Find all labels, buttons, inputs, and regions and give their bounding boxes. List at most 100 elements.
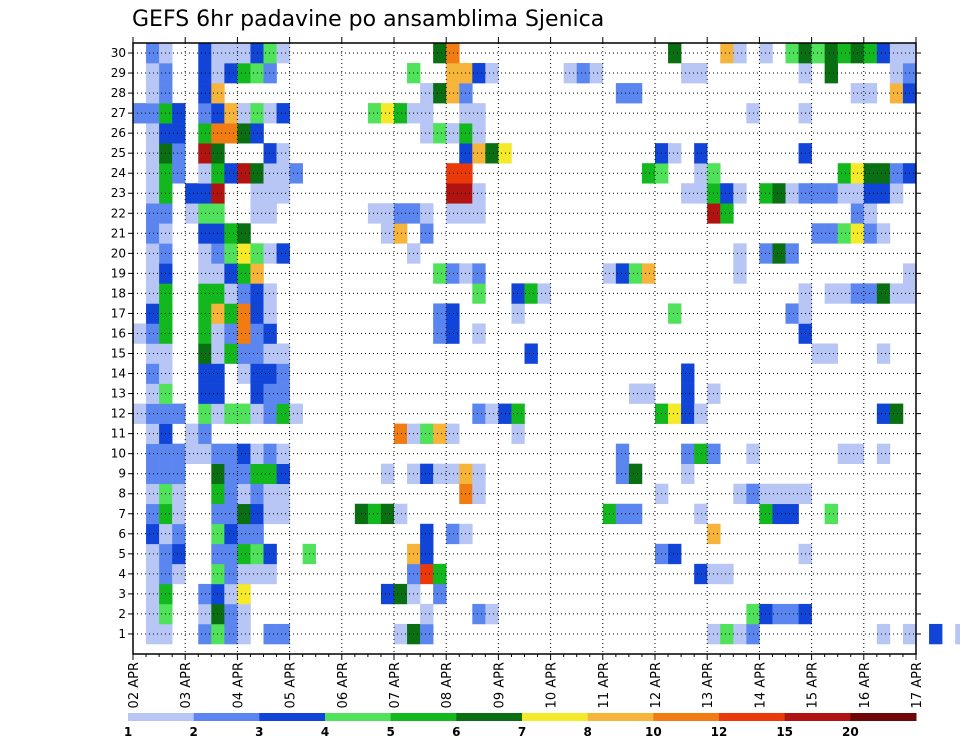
- heatmap-cell: [511, 423, 525, 444]
- y-tick-label: 29: [111, 66, 126, 80]
- heatmap-cell: [772, 603, 786, 625]
- x-tick-label: 15 APR: [806, 662, 821, 708]
- heatmap-cell: [446, 423, 460, 444]
- colorbar-label: 20: [842, 725, 859, 739]
- y-tick-label: 11: [111, 427, 126, 441]
- heatmap-cell: [811, 43, 825, 64]
- heatmap-cell: [198, 343, 212, 364]
- y-tick-label: 25: [111, 146, 126, 160]
- heatmap-cell: [198, 603, 212, 625]
- heatmap-cell: [863, 43, 878, 64]
- heatmap-cell: [224, 503, 238, 525]
- heatmap-cell: [172, 103, 186, 124]
- heatmap-cell: [628, 263, 643, 284]
- heatmap-cell: [237, 263, 251, 284]
- heatmap-cell: [237, 243, 251, 264]
- heatmap-cell: [668, 403, 682, 424]
- heatmap-cell: [224, 403, 238, 424]
- heatmap-cell: [889, 63, 904, 84]
- heatmap-cell: [276, 403, 290, 424]
- heatmap-cell: [263, 103, 277, 124]
- heatmap-cell: [889, 283, 904, 304]
- colorbar-swatch: [653, 713, 720, 721]
- heatmap-cell: [472, 263, 486, 284]
- heatmap-cell: [589, 63, 604, 84]
- heatmap-cell: [811, 343, 825, 364]
- colorbar-label: 4: [321, 725, 329, 739]
- heatmap-cell: [224, 463, 238, 485]
- heatmap-cell: [237, 543, 251, 565]
- heatmap-cell: [367, 103, 382, 124]
- heatmap-cell: [237, 603, 251, 625]
- heatmap-cell: [198, 423, 212, 444]
- heatmap-cell: [720, 43, 734, 64]
- heatmap-cell: [420, 523, 434, 545]
- heatmap-cell: [224, 243, 238, 264]
- heatmap-cell: [863, 203, 878, 224]
- heatmap-cell: [472, 323, 486, 344]
- y-tick-label: 12: [111, 407, 126, 421]
- heatmap-cell: [668, 543, 682, 565]
- heatmap-cell: [446, 463, 460, 485]
- heatmap-cell: [146, 203, 160, 224]
- heatmap-cell: [433, 83, 447, 104]
- heatmap-cell: [446, 323, 460, 344]
- heatmap-cell: [276, 363, 290, 384]
- heatmap-cell: [433, 323, 447, 344]
- heatmap-cell: [420, 123, 434, 144]
- heatmap-cell: [198, 623, 212, 645]
- heatmap-cell: [172, 543, 186, 565]
- heatmap-cell: [785, 183, 799, 204]
- heatmap-cell: [628, 503, 643, 525]
- heatmap-cell: [824, 223, 838, 244]
- heatmap-cell: [772, 483, 786, 505]
- heatmap-cell: [276, 463, 290, 485]
- heatmap-cell: [224, 223, 238, 244]
- heatmap-cell: [733, 243, 747, 264]
- heatmap-cell: [472, 403, 486, 424]
- heatmap-cell: [837, 183, 852, 204]
- colorbar-label: 3: [255, 725, 263, 739]
- heatmap-cell: [263, 503, 277, 525]
- heatmap-cell: [276, 163, 290, 184]
- heatmap-cell: [420, 623, 434, 645]
- heatmap-cell: [641, 263, 656, 284]
- heatmap-cell: [237, 43, 251, 64]
- colorbar-swatch: [456, 713, 523, 721]
- heatmap-cell: [433, 263, 447, 284]
- heatmap-cell: [694, 563, 708, 585]
- heatmap-cell: [172, 143, 186, 164]
- heatmap-cell: [276, 443, 290, 464]
- heatmap-cell: [759, 503, 773, 525]
- heatmap-cell: [224, 623, 238, 645]
- x-tick-label: 09 APR: [492, 662, 507, 708]
- heatmap-cell: [772, 243, 786, 264]
- heatmap-cell: [394, 203, 408, 224]
- y-tick-label: 17: [111, 306, 126, 320]
- y-tick-label: 24: [111, 166, 126, 180]
- heatmap-cell: [198, 283, 212, 304]
- heatmap-cell: [289, 403, 303, 424]
- heatmap-cell: [224, 543, 238, 565]
- dotted-grid: [133, 43, 916, 654]
- heatmap-cell: [276, 383, 290, 404]
- heatmap-cell: [263, 163, 277, 184]
- heatmap-cell: [146, 343, 160, 364]
- heatmap-cell: [837, 283, 852, 304]
- heatmap-cell: [224, 283, 238, 304]
- heatmap-cell: [733, 43, 747, 64]
- heatmap-cell: [524, 283, 538, 304]
- heatmap-cell: [615, 503, 630, 525]
- heatmap-cell: [420, 103, 434, 124]
- heatmap-cell: [237, 483, 251, 505]
- heatmap-cell: [146, 283, 160, 304]
- y-tick-label: 8: [118, 487, 126, 501]
- y-tick-label: 30: [111, 46, 126, 60]
- heatmap-cell: [276, 103, 290, 124]
- heatmap-cell: [824, 503, 838, 525]
- colorbar-swatch: [259, 713, 326, 721]
- heatmap-cell: [198, 83, 212, 104]
- heatmap-cell: [615, 463, 630, 485]
- x-tick-label: 12 APR: [649, 662, 664, 708]
- x-tick-label: 13 APR: [701, 662, 716, 708]
